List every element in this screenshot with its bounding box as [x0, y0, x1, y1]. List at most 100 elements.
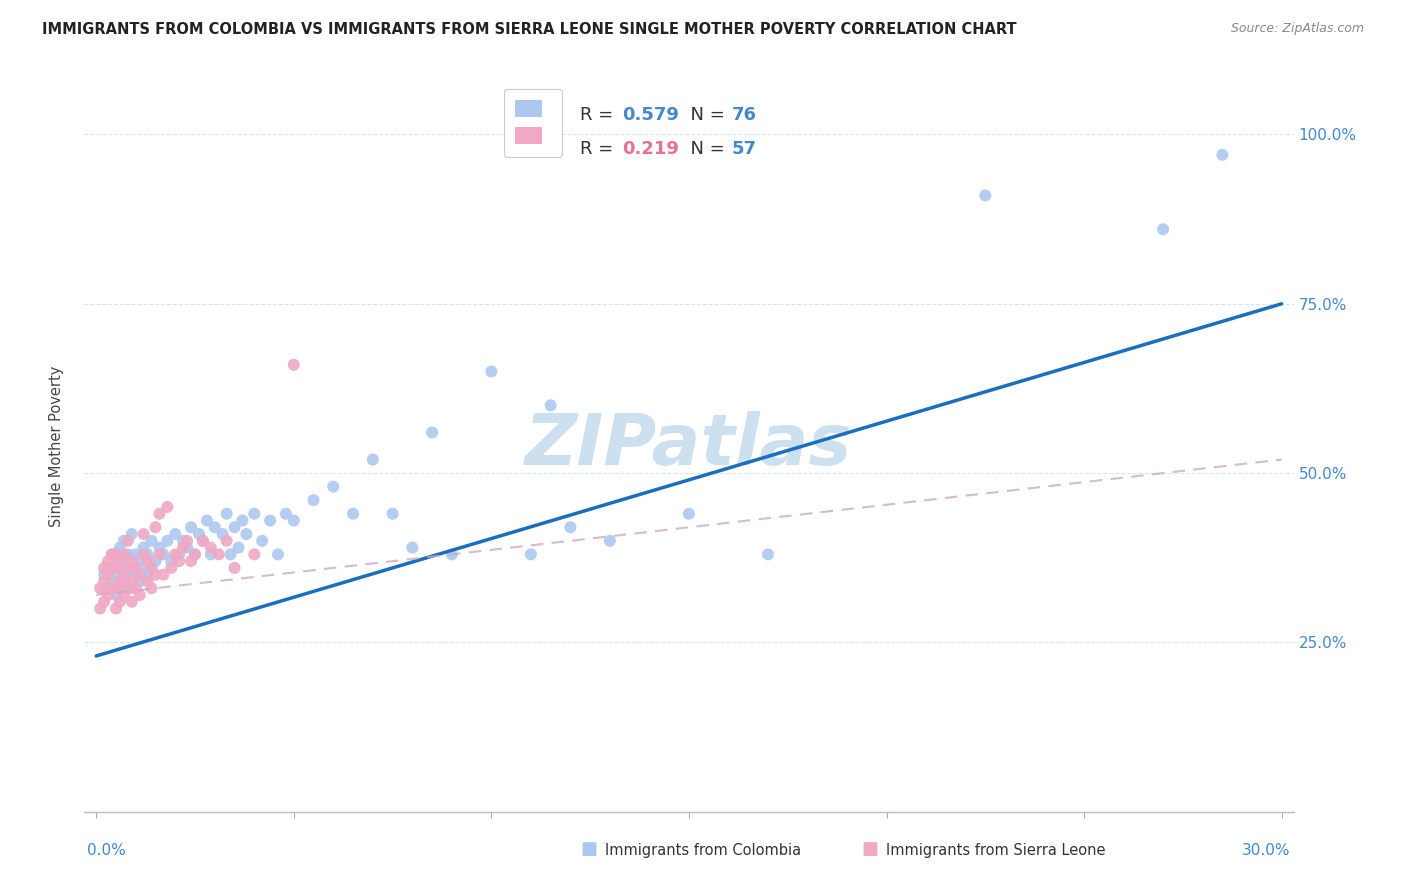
Point [97, 588, 120, 602]
Point [101, 547, 124, 561]
Point [117, 561, 139, 575]
Point [128, 567, 150, 582]
Text: Source: ZipAtlas.com: Source: ZipAtlas.com [1230, 22, 1364, 36]
Point [112, 574, 135, 589]
Point [274, 507, 297, 521]
Point [283, 358, 305, 372]
Point [136, 574, 159, 589]
Point [148, 541, 170, 555]
Point [184, 547, 207, 561]
Point [243, 547, 266, 561]
Point [112, 533, 135, 548]
Point [145, 567, 167, 582]
Point [108, 581, 131, 595]
Point [112, 588, 135, 602]
Point [420, 425, 443, 440]
Text: ■: ■ [862, 840, 879, 858]
Point [176, 541, 198, 555]
Point [167, 554, 190, 568]
Text: Immigrants from Colombia: Immigrants from Colombia [605, 843, 800, 858]
Text: 0.219: 0.219 [623, 140, 679, 158]
Point [117, 567, 139, 582]
Point [195, 514, 218, 528]
Point [322, 480, 344, 494]
Point [125, 547, 148, 561]
Text: N =: N = [679, 106, 731, 124]
Text: ZIPatlas: ZIPatlas [526, 411, 852, 481]
Point [121, 554, 143, 568]
Point [974, 188, 997, 202]
Point [180, 554, 202, 568]
Point [101, 561, 124, 575]
Text: 0.579: 0.579 [623, 106, 679, 124]
Text: 30.0%: 30.0% [1243, 843, 1291, 858]
Point [200, 541, 222, 555]
Point [132, 561, 155, 575]
Text: ■: ■ [581, 840, 598, 858]
Point [128, 574, 150, 589]
Point [148, 507, 170, 521]
Point [132, 547, 155, 561]
Point [172, 533, 194, 548]
Legend: , : , [503, 88, 562, 157]
Point [104, 581, 127, 595]
Point [176, 533, 198, 548]
Point [141, 561, 163, 575]
Point [112, 547, 135, 561]
Point [101, 581, 124, 595]
Point [104, 547, 127, 561]
Point [108, 574, 131, 589]
Point [172, 541, 194, 555]
Y-axis label: Single Mother Poverty: Single Mother Poverty [49, 366, 63, 526]
Point [108, 541, 131, 555]
Point [136, 554, 159, 568]
Point [208, 547, 231, 561]
Text: R =: R = [581, 106, 619, 124]
Point [678, 507, 700, 521]
Point [243, 507, 266, 521]
Point [145, 554, 167, 568]
Point [136, 547, 159, 561]
Point [141, 561, 163, 575]
Point [224, 561, 246, 575]
Point [520, 547, 543, 561]
Point [259, 514, 281, 528]
Text: 76: 76 [731, 106, 756, 124]
Point [136, 567, 159, 582]
Point [141, 581, 163, 595]
Point [128, 554, 150, 568]
Point [93, 574, 115, 589]
Point [104, 561, 127, 575]
Text: IMMIGRANTS FROM COLOMBIA VS IMMIGRANTS FROM SIERRA LEONE SINGLE MOTHER POVERTY C: IMMIGRANTS FROM COLOMBIA VS IMMIGRANTS F… [42, 22, 1017, 37]
Point [97, 567, 120, 582]
Point [128, 588, 150, 602]
Point [160, 561, 183, 575]
Point [440, 547, 463, 561]
Point [145, 520, 167, 534]
Point [125, 561, 148, 575]
Point [1211, 148, 1233, 162]
Point [104, 554, 127, 568]
Point [117, 547, 139, 561]
Point [204, 520, 226, 534]
Point [302, 493, 325, 508]
Point [121, 595, 143, 609]
Point [121, 574, 143, 589]
Point [228, 541, 250, 555]
Point [93, 595, 115, 609]
Point [132, 541, 155, 555]
Point [112, 554, 135, 568]
Point [599, 533, 621, 548]
Point [361, 452, 384, 467]
Point [152, 567, 174, 582]
Point [1152, 222, 1174, 236]
Point [342, 507, 364, 521]
Point [152, 547, 174, 561]
Point [97, 561, 120, 575]
Point [211, 527, 233, 541]
Point [93, 561, 115, 575]
Point [479, 364, 502, 378]
Point [215, 533, 238, 548]
Point [148, 547, 170, 561]
Point [160, 554, 183, 568]
